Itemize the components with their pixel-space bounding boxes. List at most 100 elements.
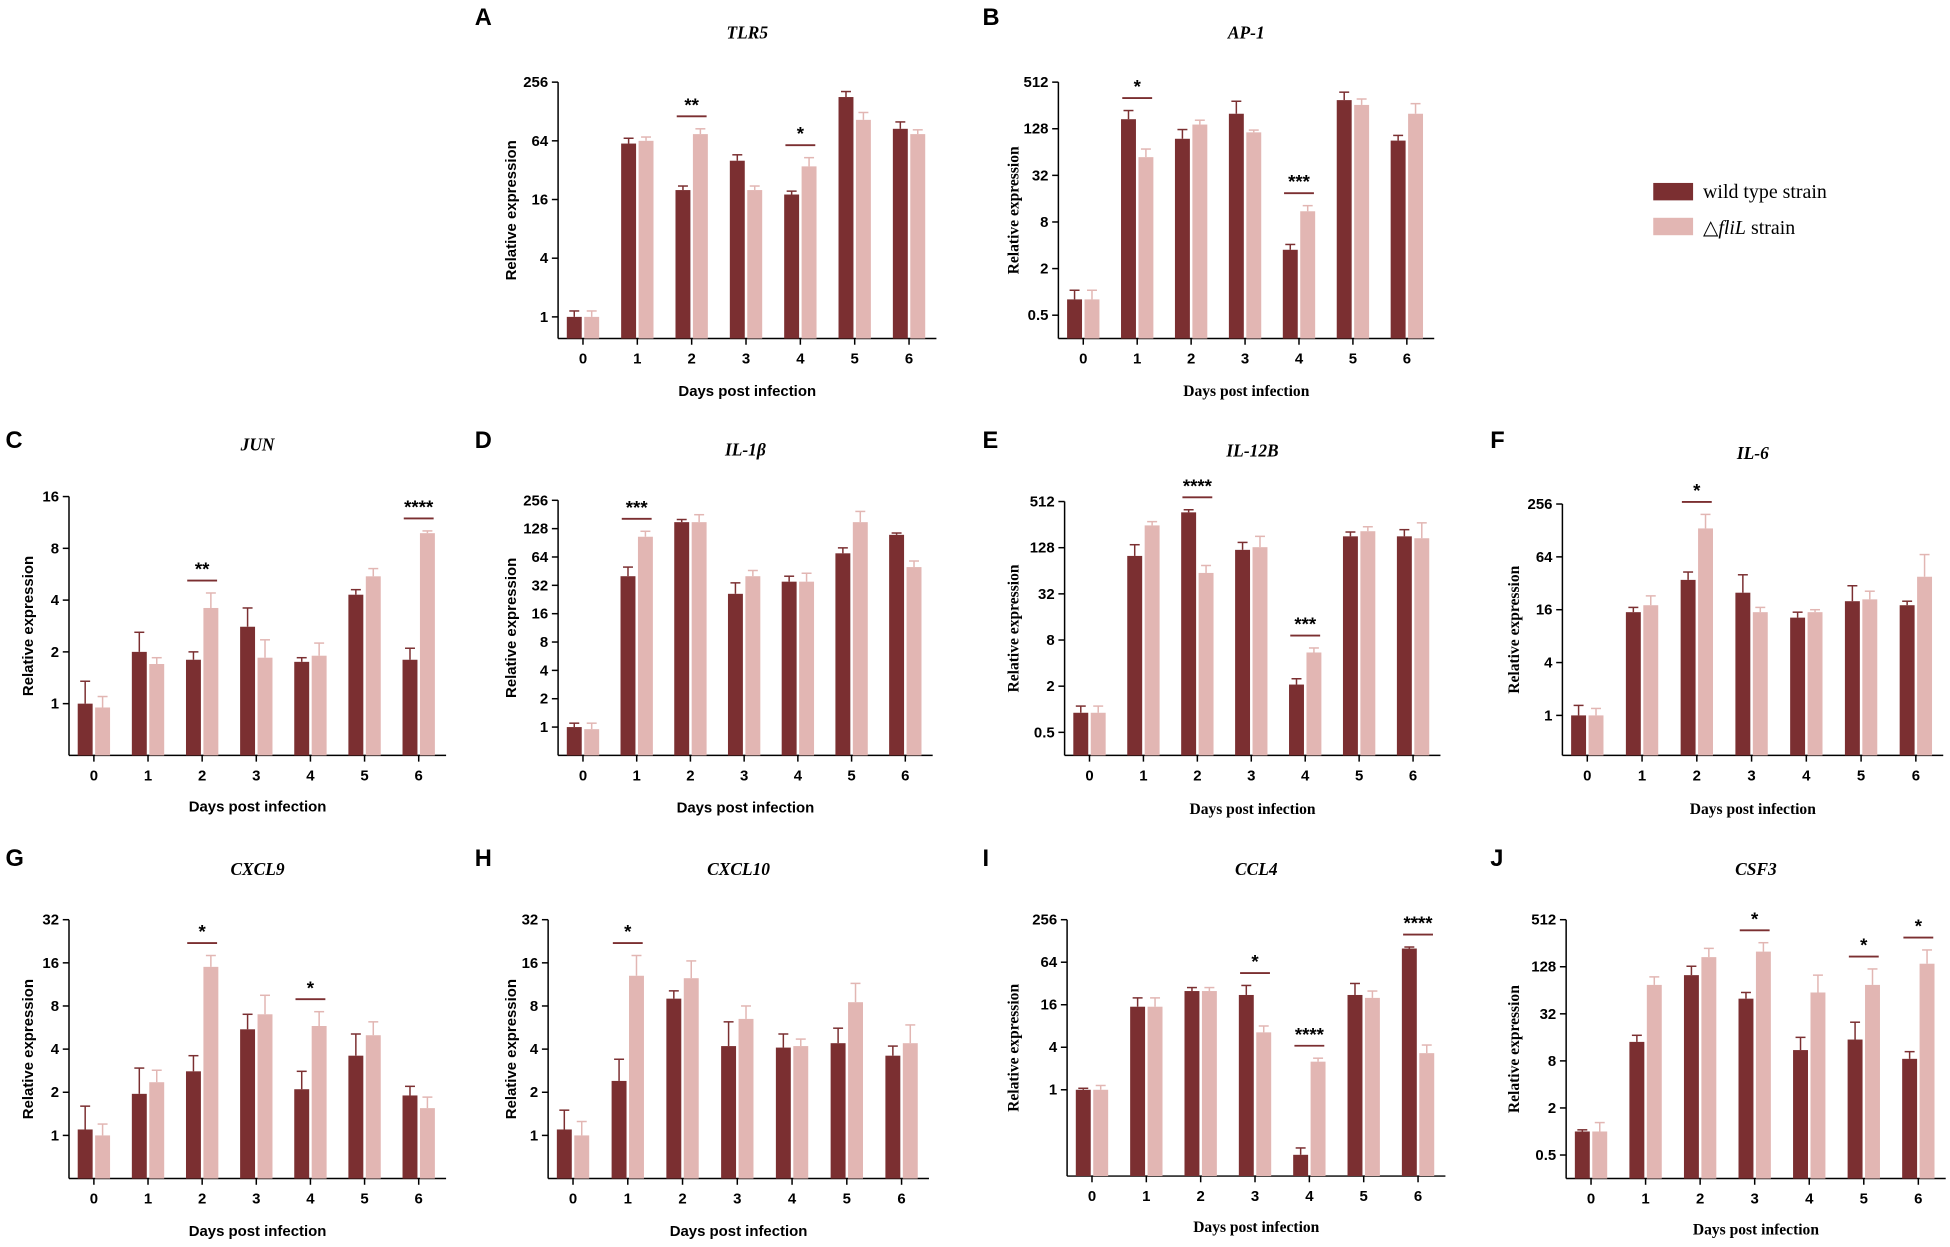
y-tick-label: 4 [51, 1041, 60, 1058]
bar-wild-type [566, 316, 582, 339]
x-tick-label: 2 [688, 350, 696, 367]
x-axis-label: Days post infection [1690, 801, 1816, 818]
y-tick-label: 64 [1536, 549, 1553, 566]
x-tick-label: 5 [1349, 350, 1357, 367]
bar-wild-type [885, 1055, 901, 1179]
bar-flil-mutant [149, 664, 165, 756]
y-tick-label: 4 [51, 592, 60, 609]
bar-flil-mutant [584, 316, 600, 339]
legend-swatch-wild-type [1653, 182, 1694, 201]
bar-flil-mutant [419, 1108, 435, 1179]
bar-wild-type [838, 97, 854, 339]
bar-flil-mutant [1807, 612, 1823, 756]
bar-wild-type [1735, 592, 1751, 756]
bar-wild-type [566, 727, 582, 756]
x-tick-label: 4 [306, 1190, 315, 1207]
y-tick-label: 128 [523, 521, 548, 538]
legend: wild type strain △fliL strain [1653, 181, 1827, 239]
bar-wild-type [131, 651, 147, 756]
bar-flil-mutant [203, 607, 219, 756]
bar-flil-mutant [1364, 997, 1380, 1177]
bar-flil-mutant [691, 522, 707, 756]
x-tick-label: 0 [579, 350, 587, 367]
x-tick-label: 0 [90, 1190, 98, 1207]
bar-wild-type [1401, 948, 1417, 1177]
bar-flil-mutant [1192, 124, 1208, 339]
x-tick-label: 0 [579, 767, 587, 784]
significance-label: **** [1295, 1024, 1325, 1045]
y-axis-label: Relative expression [1506, 565, 1523, 693]
y-tick-label: 1 [540, 719, 548, 736]
bar-flil-mutant [852, 522, 868, 756]
bar-wild-type [1844, 601, 1860, 756]
x-tick-label: 6 [1912, 767, 1920, 784]
panel-letter: B [982, 5, 999, 31]
y-axis-label: Relative expression [503, 558, 520, 698]
panel-b: B AP-1 0.5 2 8 32 128 512 0 1 2 3 4 5 6 Days post infec… [982, 5, 1435, 400]
y-tick-label: 64 [532, 549, 549, 566]
y-tick-label: 256 [523, 492, 548, 509]
bar-wild-type [1282, 249, 1298, 339]
x-axis-label: Days post infection [1193, 1219, 1319, 1236]
bar-flil-mutant [848, 1002, 863, 1179]
panel-j: J CSF3 0.5 2 8 32 128 512 0 1 2 3 4 5 6 Days post infec… [1490, 846, 1946, 1239]
y-tick-label: 8 [51, 540, 59, 557]
x-tick-label: 0 [1587, 1190, 1595, 1207]
significance-label: * [1693, 480, 1701, 501]
y-tick-label: 512 [1030, 494, 1055, 511]
panel-letter: J [1490, 846, 1503, 872]
x-tick-label: 2 [198, 1190, 206, 1207]
bar-flil-mutant [1252, 547, 1268, 756]
bar-wild-type [348, 594, 364, 756]
bar-flil-mutant [637, 536, 653, 756]
panel-letter: G [6, 846, 24, 872]
bar-flil-mutant [801, 166, 817, 339]
y-tick-label: 1 [51, 696, 59, 713]
bar-wild-type [775, 1047, 791, 1179]
bar-flil-mutant [584, 729, 600, 756]
chart-title: CSF3 [1735, 859, 1777, 879]
bar-flil-mutant [311, 655, 327, 756]
bar-flil-mutant [1588, 715, 1604, 756]
panel-e: E IL-12B 0.5 2 8 32 128 512 0 1 2 3 4 5 6 Days post inf… [982, 428, 1441, 818]
bar-flil-mutant [1408, 113, 1424, 339]
bar-flil-mutant [1419, 1053, 1435, 1177]
bar-flil-mutant [1138, 157, 1154, 339]
significance-label: *** [1288, 171, 1311, 192]
bar-wild-type [1390, 140, 1406, 339]
bar-flil-mutant [1354, 104, 1370, 339]
y-tick-label: 16 [42, 955, 59, 972]
bar-wild-type [1625, 612, 1641, 756]
x-tick-label: 3 [252, 1190, 260, 1207]
y-tick-label: 4 [540, 250, 549, 267]
bar-flil-mutant [745, 576, 761, 756]
y-tick-label: 8 [1040, 214, 1048, 231]
bar-wild-type [1289, 684, 1304, 756]
y-tick-label: 2 [1046, 678, 1054, 695]
bar-flil-mutant [638, 140, 654, 339]
y-axis-label: Relative expression [1006, 146, 1023, 274]
x-tick-label: 5 [360, 767, 368, 784]
y-tick-label: 0.5 [1034, 724, 1055, 741]
y-axis-label: Relative expression [503, 140, 520, 280]
panel-i: I CCL4 1 4 16 64 256 0 1 2 3 4 5 6 Days post infection… [982, 846, 1446, 1236]
bar-wild-type [185, 1071, 201, 1179]
bar-wild-type [1396, 536, 1412, 756]
x-axis-label: Days post infection [1183, 383, 1309, 400]
bar-flil-mutant [683, 978, 699, 1179]
bar-flil-mutant [1414, 538, 1430, 756]
panel-letter: D [475, 428, 492, 454]
x-axis-label: Days post infection [670, 1223, 808, 1240]
bar-wild-type [1127, 555, 1143, 756]
bar-wild-type [1790, 617, 1806, 756]
bar-flil-mutant [910, 134, 926, 339]
bar-wild-type [835, 553, 851, 756]
y-tick-label: 1 [1049, 1082, 1057, 1099]
y-tick-label: 128 [1024, 121, 1049, 138]
bar-wild-type [1121, 119, 1136, 339]
significance-label: * [1251, 951, 1259, 972]
chart-title: IL-12B [1225, 441, 1278, 461]
significance-label: * [1134, 76, 1142, 97]
y-tick-label: 128 [1030, 540, 1055, 557]
